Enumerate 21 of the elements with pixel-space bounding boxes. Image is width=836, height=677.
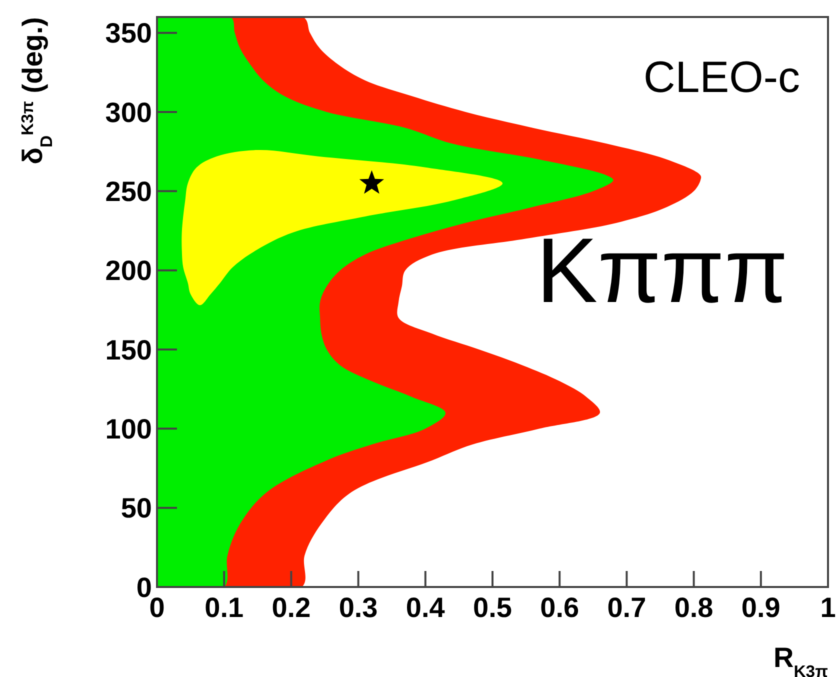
y-tick-label: 100 [105,413,152,444]
annotation: Kπππ [536,220,788,322]
x-tick-label: 0.9 [741,592,780,623]
x-tick-label: 1 [820,592,836,623]
x-tick-label: 0.7 [607,592,646,623]
y-tick-label: 0 [136,572,152,603]
y-tick-label: 50 [120,492,152,524]
x-tick-label: 0.6 [540,592,580,623]
y-tick-label: 250 [105,176,152,207]
x-tick-label: 0.8 [674,592,714,623]
x-axis-title: R$_{K3π}$ [773,642,828,677]
x-tick-label: 0.2 [272,592,311,623]
x-tick-label: 0.4 [406,592,446,623]
x-tick-label: 0.1 [204,592,244,623]
x-tick-label: 0.5 [473,592,512,623]
y-tick-label: 300 [105,96,152,128]
x-tick-label: 0.3 [338,592,378,623]
y-tick-label: 350 [105,18,152,49]
y-tick-label: 150 [105,334,152,366]
annotation: CLEO-c [644,53,800,102]
y-tick-label: 200 [105,255,152,286]
